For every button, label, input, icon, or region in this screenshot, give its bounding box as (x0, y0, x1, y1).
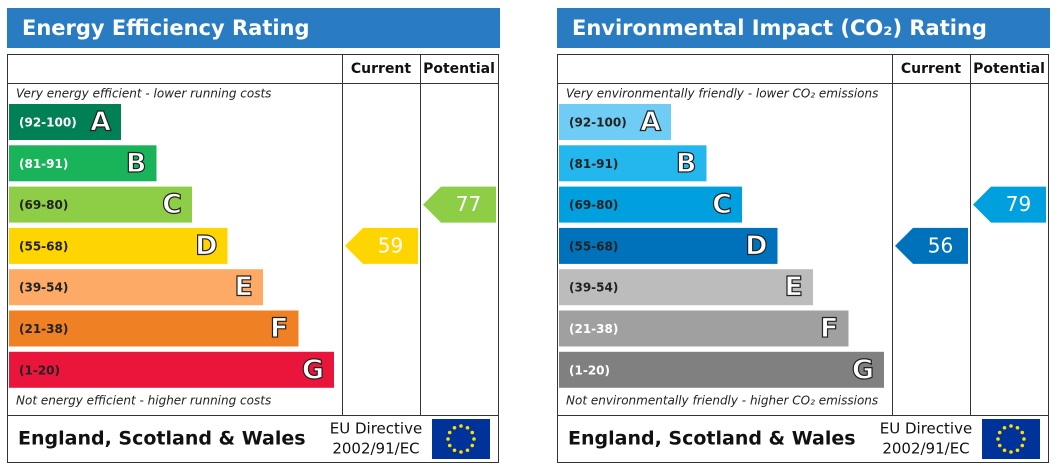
band-range: (81-91) (19, 157, 68, 171)
band-range: (55-68) (19, 239, 68, 253)
eu-star (465, 425, 470, 430)
band-letter: E (235, 272, 253, 303)
eu-star (1009, 424, 1013, 428)
rating-panel: Environmental Impact (CO₂) Rating Current… (557, 8, 1050, 463)
footer-directive: EU Directive (330, 420, 422, 438)
eu-star (470, 430, 475, 435)
eu-star (996, 437, 1000, 441)
band-range: (69-80) (569, 198, 618, 212)
rating-value: 56 (928, 233, 953, 257)
band-letter: G (852, 354, 874, 385)
top-note: Very energy efficient - lower running co… (16, 87, 271, 101)
rating-arrow (423, 186, 496, 223)
eu-star (465, 448, 470, 453)
rating-band (559, 227, 778, 264)
band-letter: A (640, 107, 661, 138)
chart-title: Environmental Impact (CO₂) Rating (572, 16, 987, 40)
band-letter: B (126, 148, 147, 179)
column-header: Current (351, 61, 412, 77)
band-range: (1-20) (19, 363, 60, 377)
rating-band (559, 104, 671, 140)
bottom-note: Not environmentally friendly - higher CO… (566, 394, 878, 408)
rating-band (9, 104, 121, 140)
column-header: Potential (423, 61, 495, 77)
rating-band (559, 145, 707, 182)
band-range: (92-100) (569, 116, 627, 130)
band-letter: F (820, 313, 838, 344)
eu-star (997, 443, 1002, 448)
eu-star (1022, 437, 1026, 441)
title-bar (7, 8, 500, 48)
band-letter: G (302, 354, 324, 385)
eu-star (1002, 425, 1007, 430)
eu-star (1020, 430, 1025, 435)
band-range: (81-91) (569, 157, 618, 171)
band-range: (39-54) (19, 281, 68, 295)
rating-band (9, 227, 228, 264)
rating-band (559, 269, 813, 306)
rating-arrow (345, 227, 418, 264)
eu-star (1020, 443, 1025, 448)
rating-arrow (973, 186, 1046, 223)
band-range: (92-100) (19, 116, 77, 130)
band-range: (1-20) (569, 363, 610, 377)
footer-code: 2002/91/EC (332, 440, 419, 458)
eu-star (447, 430, 452, 435)
rating-value: 79 (1006, 192, 1031, 216)
rating-band (9, 186, 192, 223)
band-letter: C (712, 189, 732, 220)
band-range: (55-68) (569, 239, 618, 253)
rating-band (559, 186, 742, 223)
eu-star (452, 448, 457, 453)
rating-band (9, 269, 263, 306)
eu-star (459, 450, 463, 454)
eu-star (997, 430, 1002, 435)
rating-value: 77 (456, 192, 481, 216)
footer-region: England, Scotland & Wales (18, 428, 306, 450)
top-note: Very environmentally friendly - lower CO… (566, 87, 878, 101)
band-letter: B (676, 148, 697, 179)
rating-panel: Energy Efficiency Rating Current Potential… (7, 8, 500, 463)
band-letter: C (162, 189, 182, 220)
column-header: Current (901, 61, 962, 77)
band-range: (39-54) (569, 281, 618, 295)
band-range: (21-38) (19, 322, 68, 336)
rating-value: 59 (378, 233, 403, 257)
eu-star (459, 424, 463, 428)
footer-code: 2002/91/EC (882, 440, 969, 458)
rating-band (9, 351, 334, 388)
footer-directive: EU Directive (880, 420, 972, 438)
column-header: Potential (973, 61, 1045, 77)
eu-star (447, 443, 452, 448)
eu-star (1002, 448, 1007, 453)
table-border (557, 54, 1049, 463)
eu-star (470, 443, 475, 448)
band-letter: A (90, 107, 111, 138)
band-letter: D (195, 230, 217, 261)
rating-band (9, 145, 157, 182)
rating-band (559, 351, 884, 388)
band-letter: D (745, 230, 767, 261)
eu-star (1009, 450, 1013, 454)
eu-star (472, 437, 476, 441)
table-border (7, 54, 499, 463)
footer-region: England, Scotland & Wales (568, 428, 856, 450)
bottom-note: Not energy efficient - higher running co… (16, 394, 271, 408)
band-range: (69-80) (19, 198, 68, 212)
band-letter: F (270, 313, 288, 344)
eu-star (1015, 448, 1020, 453)
title-bar (557, 8, 1050, 48)
eu-star (446, 437, 450, 441)
band-letter: E (785, 272, 803, 303)
band-range: (21-38) (569, 322, 618, 336)
rating-band (559, 310, 849, 347)
rating-band (9, 310, 299, 347)
eu-star (452, 425, 457, 430)
chart-title: Energy Efficiency Rating (22, 16, 310, 40)
eu-star (1015, 425, 1020, 430)
rating-arrow (895, 227, 968, 264)
